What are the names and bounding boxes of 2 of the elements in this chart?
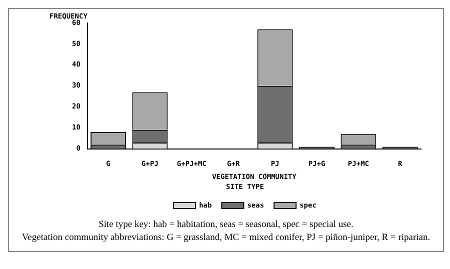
text: Vegetation community abbreviations: G = grassland, MC = mixed conifer, PJ = piñon-juniper, R = riparian. bbox=[20, 232, 432, 245]
text: Site type key: hab = habitation, seas = seasonal, spec = special use. bbox=[98, 219, 354, 232]
